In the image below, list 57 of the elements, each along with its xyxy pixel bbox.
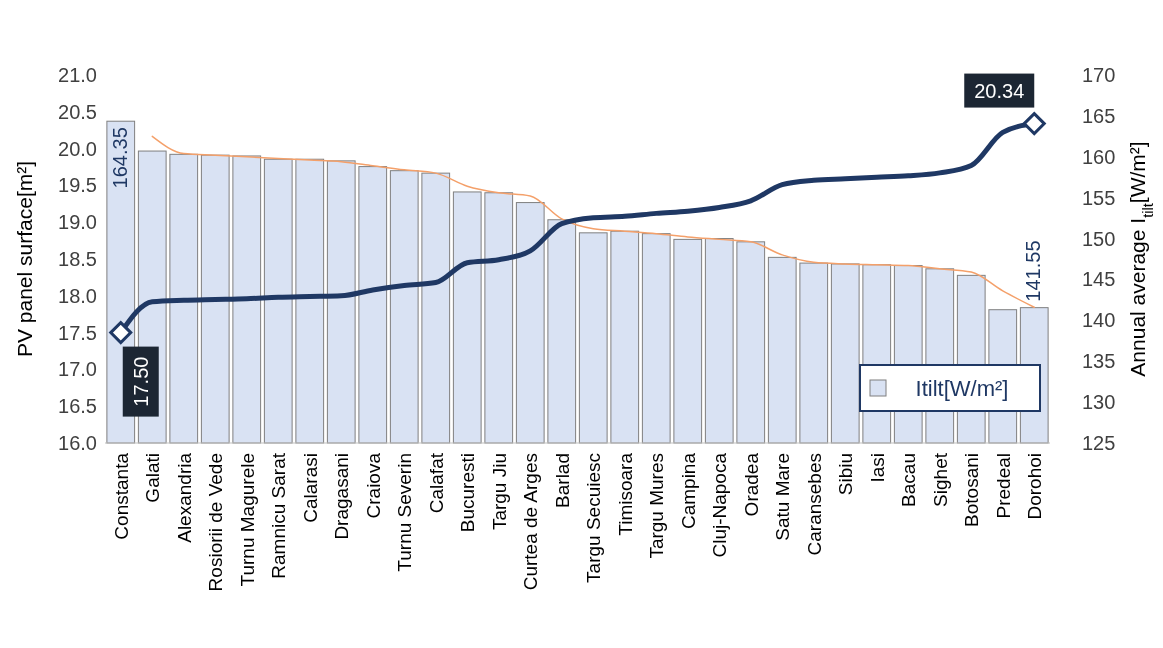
x-tick-label: Barlad <box>551 453 573 508</box>
y2-tick-label: 140 <box>1082 309 1116 332</box>
y2-tick-label: 130 <box>1082 391 1116 414</box>
y-tick-label: 16.5 <box>58 395 97 418</box>
y2-tick-label: 145 <box>1082 268 1116 291</box>
x-tick-label: Timisoara <box>614 452 636 536</box>
x-tick-label: Sighet <box>929 452 951 507</box>
y2-tick-label: 170 <box>1082 64 1116 86</box>
legend-label: Itilt[W/m²] <box>915 376 1009 401</box>
data-label: 20.34 <box>974 79 1025 102</box>
x-tick-label: Targu Secuiesc <box>583 453 605 583</box>
x-tick-label: Targu Jiu <box>488 453 510 531</box>
x-tick-label: Dorohoi <box>1024 453 1046 520</box>
x-tick-label: Caransebes <box>803 453 825 556</box>
y-tick-label: 20.0 <box>58 137 97 160</box>
x-tick-label: Campina <box>677 452 699 530</box>
y2-tick-label: 155 <box>1082 186 1116 209</box>
x-tick-label: Cluj-Napoca <box>709 452 731 558</box>
x-tick-label: Sibiu <box>835 453 857 496</box>
x-tick-label: Ramnicu Sarat <box>268 452 290 579</box>
x-tick-label: Oradea <box>740 452 762 517</box>
x-tick-label: Botosani <box>961 453 983 527</box>
y-tick-label: 18.5 <box>58 248 97 270</box>
x-tick-label: Turnu Magurele <box>236 453 258 587</box>
x-tick-label: Constanta <box>110 452 132 540</box>
data-label: 17.50 <box>129 356 152 407</box>
y-tick-label: 19.5 <box>58 174 97 197</box>
x-tick-label: Galati <box>142 453 164 503</box>
x-tick-label: Targu Mures <box>646 453 668 559</box>
x-tick-label: Craiova <box>362 452 384 519</box>
y-tick-label: 17.5 <box>58 321 97 344</box>
x-tick-label: Calarasi <box>299 453 321 523</box>
x-tick-label: Bucuresti <box>457 453 479 533</box>
y-axis-title: PV panel surface[m²] <box>13 160 36 358</box>
data-label: 164.35 <box>108 127 131 189</box>
x-tick-label: Rosiorii de Vede <box>205 453 227 592</box>
x-tick-label: Alexandria <box>173 452 195 543</box>
data-label: 141.55 <box>1022 240 1045 302</box>
y-tick-label: 17.0 <box>58 358 97 381</box>
y2-tick-label: 135 <box>1082 350 1116 373</box>
x-tick-label: Bacau <box>898 453 920 507</box>
x-tick-label: Turnu Severin <box>394 453 416 572</box>
x-tick-label: Calafat <box>425 452 447 514</box>
y-tick-label: 20.5 <box>58 100 97 123</box>
y-tick-label: 18.0 <box>58 284 97 307</box>
y-tick-label: 21.0 <box>58 64 97 86</box>
y-tick-label: 19.0 <box>58 211 97 234</box>
y2-tick-label: 165 <box>1082 104 1116 127</box>
x-tick-label: Dragasani <box>331 453 353 540</box>
y2-tick-label: 125 <box>1082 432 1116 454</box>
x-tick-label: Predeal <box>992 453 1014 519</box>
x-tick-label: Curtea de Arges <box>520 453 542 591</box>
y2-tick-label: 150 <box>1082 227 1116 250</box>
y-tick-label: 16.0 <box>58 432 97 454</box>
y2-tick-label: 160 <box>1082 145 1116 168</box>
x-tick-label: Iasi <box>866 453 888 483</box>
x-tick-label: Satu Mare <box>772 453 794 541</box>
